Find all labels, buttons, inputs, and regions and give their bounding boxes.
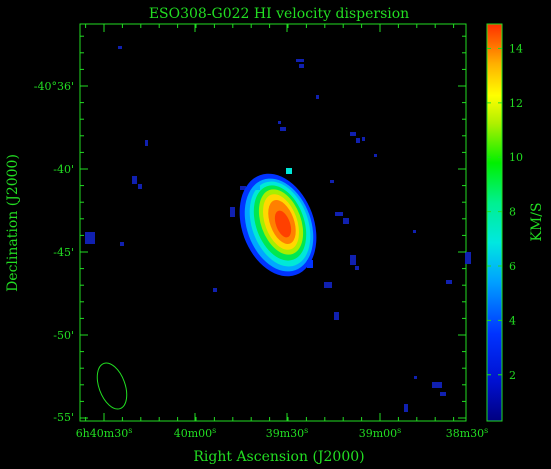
dec-tick-label: -40' <box>53 163 74 176</box>
colorbar-tick-label: 12 <box>509 97 523 110</box>
noise-specks <box>85 46 471 412</box>
plot-title: ESO308-G022 HI velocity dispersion <box>149 6 409 22</box>
ra-tick-label: 39m30s <box>266 426 309 440</box>
x-axis-label: Right Ascension (J2000) <box>193 449 364 465</box>
ra-tick-label: 40m00s <box>174 426 217 440</box>
dec-tick-label: -45' <box>53 246 74 259</box>
ra-tick-labels: 6h40m30s 40m00s 39m30s 39m00s 38m30s <box>76 426 489 440</box>
dec-tick-label: -55' <box>53 411 74 424</box>
dec-tick-label: -50' <box>53 329 74 342</box>
colorbar-border <box>486 23 503 422</box>
colorbar-tick-labels: 2 4 6 8 10 12 14 <box>509 42 523 381</box>
colorbar-tick-label: 4 <box>509 314 516 327</box>
dec-tick-labels: -40°36' -40' -45' -50' -55' <box>34 80 74 424</box>
dec-tick-label: -40°36' <box>34 80 74 93</box>
plot-border <box>79 23 467 422</box>
ra-tick-label: 38m30s <box>446 426 489 440</box>
axis-ticks <box>80 24 467 421</box>
y-axis-label: Declination (J2000) <box>5 154 21 292</box>
ra-tick-label: 6h40m30s <box>76 426 133 440</box>
colorbar-tick-label: 8 <box>509 206 516 219</box>
colorbar-tick-label: 10 <box>509 151 523 164</box>
dispersion-map <box>239 168 317 277</box>
colorbar-fill <box>487 24 502 421</box>
ra-tick-label: 39m00s <box>359 426 402 440</box>
beam-ellipse <box>96 362 128 410</box>
colorbar-tick-label: 6 <box>509 260 516 273</box>
colorbar-ticks <box>487 47 502 376</box>
colorbar-label: KM/S <box>529 202 545 241</box>
colorbar-tick-label: 14 <box>509 42 523 55</box>
colorbar-tick-label: 2 <box>509 369 516 382</box>
